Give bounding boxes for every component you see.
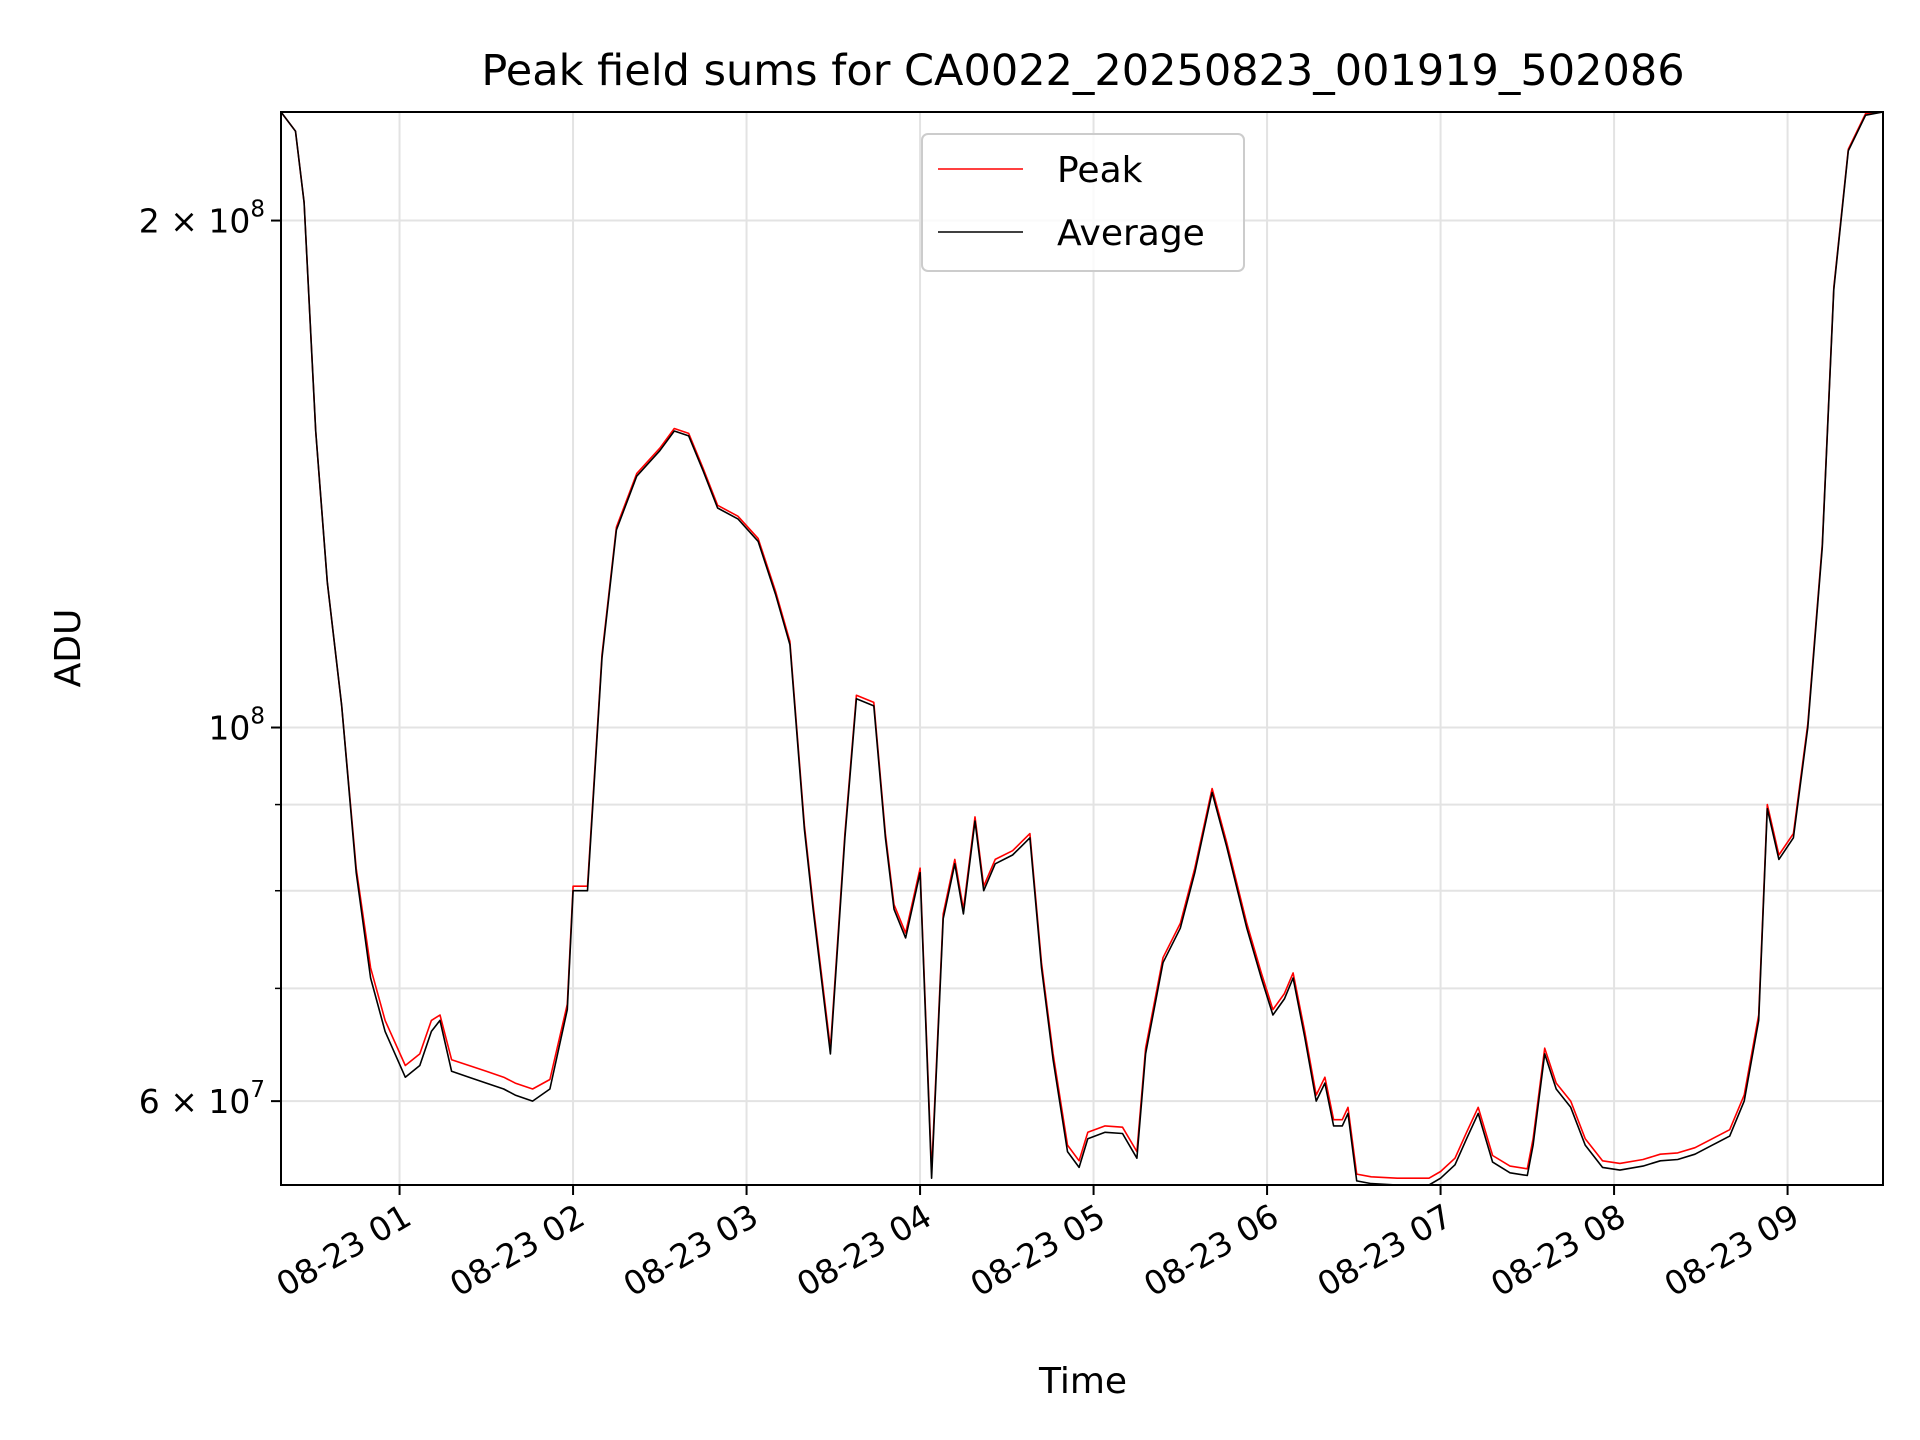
y-tick-label: 2 × 108 bbox=[139, 197, 265, 241]
y-tick-exponent: 8 bbox=[250, 197, 265, 223]
y-tick-base: 10 bbox=[208, 709, 250, 748]
x-axis-label: Time bbox=[1038, 1361, 1127, 1402]
series-line-average bbox=[280, 111, 1884, 1186]
chart-title: Peak field sums for CA0022_20250823_0019… bbox=[481, 46, 1684, 96]
legend-label-average: Average bbox=[1057, 213, 1205, 254]
y-tick-label: 6 × 107 bbox=[139, 1077, 265, 1121]
legend: Peak Average bbox=[921, 133, 1245, 272]
y-tick-exponent: 8 bbox=[250, 704, 265, 730]
plot-frame bbox=[280, 111, 1884, 1186]
series-line-peak bbox=[280, 111, 1884, 1179]
y-tick-exponent: 7 bbox=[250, 1077, 265, 1103]
y-axis-label: ADU bbox=[48, 609, 89, 688]
y-tick-base: 2 × 10 bbox=[139, 202, 251, 241]
legend-label-peak: Peak bbox=[1057, 150, 1143, 191]
series-layer bbox=[280, 111, 1884, 1186]
y-tick-label: 108 bbox=[208, 704, 265, 748]
y-tick-base: 6 × 10 bbox=[139, 1082, 251, 1121]
grid-layer bbox=[281, 112, 1883, 1185]
